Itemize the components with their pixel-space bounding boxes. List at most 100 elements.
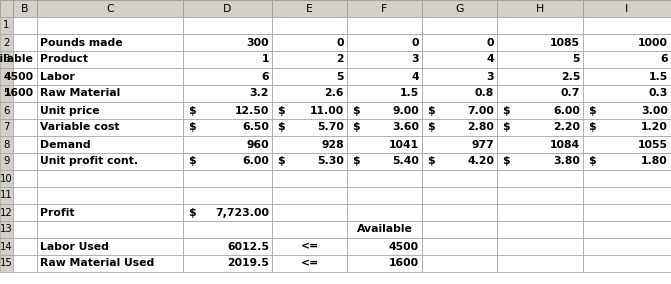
Bar [347, 221, 422, 238]
Bar [272, 68, 347, 85]
Text: 4: 4 [3, 72, 9, 82]
Bar [183, 34, 272, 51]
Text: 0: 0 [411, 37, 419, 47]
Text: 4: 4 [486, 55, 494, 64]
Bar [497, 68, 583, 85]
Bar [422, 136, 497, 153]
Text: 2: 2 [3, 37, 9, 47]
Bar [497, 153, 583, 170]
Text: 0.3: 0.3 [649, 89, 668, 99]
Bar [272, 0, 347, 17]
Text: $: $ [588, 156, 596, 166]
Text: 2: 2 [336, 55, 344, 64]
Text: 3: 3 [411, 55, 419, 64]
Bar [0, 68, 13, 85]
Text: Labor Used: Labor Used [40, 241, 109, 252]
Bar [183, 238, 272, 255]
Bar [272, 102, 347, 119]
Text: 15: 15 [0, 258, 13, 268]
Bar [347, 0, 422, 17]
Bar [583, 51, 671, 68]
Bar [422, 238, 497, 255]
Bar [347, 204, 422, 221]
Bar [347, 17, 422, 34]
Text: $: $ [352, 105, 360, 116]
Bar [13, 119, 37, 136]
Bar [422, 34, 497, 51]
Bar [0, 34, 13, 51]
Text: Unit price: Unit price [40, 105, 99, 116]
Text: G: G [456, 3, 464, 14]
Bar [0, 119, 13, 136]
Text: 3.80: 3.80 [553, 156, 580, 166]
Text: 0.8: 0.8 [475, 89, 494, 99]
Text: 6012.5: 6012.5 [227, 241, 269, 252]
Text: 13: 13 [0, 224, 13, 235]
Bar [183, 68, 272, 85]
Bar [272, 170, 347, 187]
Bar [13, 238, 37, 255]
Text: 6.00: 6.00 [242, 156, 269, 166]
Text: 6.00: 6.00 [553, 105, 580, 116]
Text: $: $ [427, 122, 435, 133]
Text: 3.2: 3.2 [250, 89, 269, 99]
Bar [583, 170, 671, 187]
Bar [37, 102, 183, 119]
Text: 11.00: 11.00 [310, 105, 344, 116]
Bar [13, 0, 37, 17]
Text: 12.50: 12.50 [235, 105, 269, 116]
Bar [497, 0, 583, 17]
Bar [497, 204, 583, 221]
Bar [497, 102, 583, 119]
Bar [37, 51, 183, 68]
Bar [0, 187, 13, 204]
Bar [37, 153, 183, 170]
Bar [37, 221, 183, 238]
Bar [13, 34, 37, 51]
Bar [583, 68, 671, 85]
Bar [0, 102, 13, 119]
Text: $: $ [352, 122, 360, 133]
Text: 1085: 1085 [550, 37, 580, 47]
Bar [347, 102, 422, 119]
Text: Labor: Labor [40, 72, 75, 82]
Bar [347, 170, 422, 187]
Bar [347, 51, 422, 68]
Bar [497, 136, 583, 153]
Bar [183, 0, 272, 17]
Bar [37, 238, 183, 255]
Bar [0, 85, 13, 102]
Text: $: $ [502, 105, 510, 116]
Bar [183, 17, 272, 34]
Text: F: F [381, 3, 388, 14]
Text: $: $ [277, 105, 285, 116]
Bar [183, 204, 272, 221]
Text: 5.30: 5.30 [317, 156, 344, 166]
Text: Product: Product [40, 55, 88, 64]
Text: $: $ [277, 122, 285, 133]
Bar [497, 221, 583, 238]
Bar [422, 102, 497, 119]
Bar [13, 153, 37, 170]
Text: 1084: 1084 [550, 139, 580, 149]
Text: 1.5: 1.5 [649, 72, 668, 82]
Text: $: $ [502, 156, 510, 166]
Bar [422, 119, 497, 136]
Bar [347, 238, 422, 255]
Text: 2.5: 2.5 [561, 72, 580, 82]
Bar [13, 170, 37, 187]
Text: $: $ [588, 105, 596, 116]
Bar [497, 255, 583, 272]
Text: $: $ [188, 156, 196, 166]
Bar [0, 255, 13, 272]
Bar [37, 170, 183, 187]
Bar [422, 0, 497, 17]
Text: 2.20: 2.20 [553, 122, 580, 133]
Bar [13, 204, 37, 221]
Text: 4500: 4500 [389, 241, 419, 252]
Bar [37, 255, 183, 272]
Bar [183, 153, 272, 170]
Bar [272, 153, 347, 170]
Text: 9: 9 [3, 156, 10, 166]
Bar [272, 85, 347, 102]
